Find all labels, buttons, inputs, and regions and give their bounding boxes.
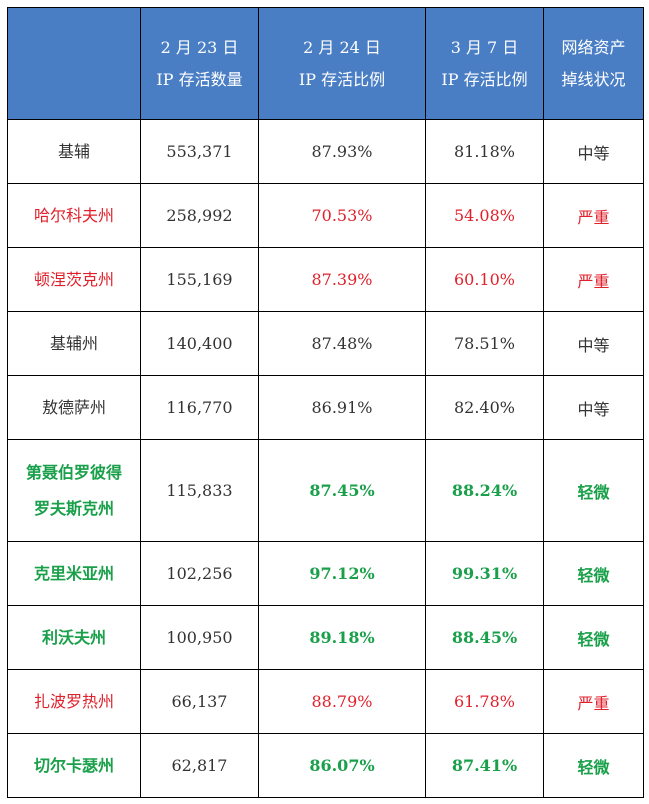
header-feb23-date: 2 月 23 日: [160, 37, 239, 57]
feb24-ratio-cell: 87.48%: [258, 311, 426, 376]
region-name: 克里米亚州: [33, 563, 114, 583]
region-name: 基辅州: [49, 333, 98, 353]
region-name-cell: 克里米亚州: [7, 541, 141, 606]
feb24-ratio-cell: 88.79%: [258, 669, 426, 734]
table-row: 顿涅茨克州 155,169 87.39% 60.10% 严重: [7, 247, 644, 312]
offline-status-cell: 严重: [543, 183, 644, 248]
offline-status-cell: 中等: [543, 311, 644, 376]
mar7-ratio-cell: 88.45%: [425, 605, 544, 670]
table-header: 2 月 23 日 IP 存活数量 2 月 24 日 IP 存活比例 3 月 7 …: [7, 7, 644, 120]
header-feb24-ratio: 2 月 24 日 IP 存活比例: [258, 7, 426, 120]
header-status-line1: 网络资产: [561, 37, 626, 57]
ip-count-cell: 140,400: [140, 311, 259, 376]
feb24-ratio-cell: 87.45%: [258, 439, 426, 542]
feb24-ratio-cell: 89.18%: [258, 605, 426, 670]
region-name: 切尔卡瑟州: [33, 755, 114, 775]
mar7-ratio-cell: 82.40%: [425, 375, 544, 440]
ip-count-cell: 66,137: [140, 669, 259, 734]
region-name-cell: 利沃夫州: [7, 605, 141, 670]
offline-status-cell: 中等: [543, 375, 644, 440]
region-name-cell: 第聂伯罗彼得 罗夫斯克州: [7, 439, 141, 542]
mar7-ratio-cell: 60.10%: [425, 247, 544, 312]
header-feb23-label: IP 存活数量: [156, 69, 243, 89]
region-name: 第聂伯罗彼得: [25, 462, 122, 482]
region-name-cell: 扎波罗热州: [7, 669, 141, 734]
header-feb23-count: 2 月 23 日 IP 存活数量: [140, 7, 259, 120]
feb24-ratio-cell: 86.07%: [258, 733, 426, 798]
feb24-ratio-cell: 86.91%: [258, 375, 426, 440]
feb24-ratio-cell: 70.53%: [258, 183, 426, 248]
region-name-cell: 顿涅茨克州: [7, 247, 141, 312]
region-name-cell: 基辅: [7, 119, 141, 184]
ip-count-cell: 155,169: [140, 247, 259, 312]
mar7-ratio-cell: 88.24%: [425, 439, 544, 542]
header-mar7-label: IP 存活比例: [441, 69, 528, 89]
table-row: 切尔卡瑟州 62,817 86.07% 87.41% 轻微: [7, 733, 644, 798]
mar7-ratio-cell: 78.51%: [425, 311, 544, 376]
table-row: 敖德萨州 116,770 86.91% 82.40% 中等: [7, 375, 644, 440]
offline-status-cell: 轻微: [543, 605, 644, 670]
table-row: 基辅州 140,400 87.48% 78.51% 中等: [7, 311, 644, 376]
ip-survival-table: 2 月 23 日 IP 存活数量 2 月 24 日 IP 存活比例 3 月 7 …: [7, 7, 644, 798]
header-mar7-date: 3 月 7 日: [450, 37, 519, 57]
table-row: 基辅 553,371 87.93% 81.18% 中等: [7, 119, 644, 184]
header-feb24-date: 2 月 24 日: [303, 37, 381, 57]
region-name: 扎波罗热州: [33, 691, 114, 711]
offline-status-cell: 严重: [543, 247, 644, 312]
ip-count-cell: 62,817: [140, 733, 259, 798]
ip-count-cell: 553,371: [140, 119, 259, 184]
mar7-ratio-cell: 54.08%: [425, 183, 544, 248]
offline-status-cell: 轻微: [543, 439, 644, 542]
ip-count-cell: 258,992: [140, 183, 259, 248]
region-name: 哈尔科夫州: [33, 205, 114, 225]
mar7-ratio-cell: 81.18%: [425, 119, 544, 184]
header-mar7-ratio: 3 月 7 日 IP 存活比例: [425, 7, 544, 120]
table-row: 哈尔科夫州 258,992 70.53% 54.08% 严重: [7, 183, 644, 248]
header-offline-status: 网络资产 掉线状况: [543, 7, 644, 120]
table-row: 扎波罗热州 66,137 88.79% 61.78% 严重: [7, 669, 644, 734]
table-row: 第聂伯罗彼得 罗夫斯克州 115,833 87.45% 88.24% 轻微: [7, 439, 644, 542]
region-name-cell: 切尔卡瑟州: [7, 733, 141, 798]
region-name: 基辅: [57, 141, 90, 161]
feb24-ratio-cell: 87.93%: [258, 119, 426, 184]
ip-count-cell: 100,950: [140, 605, 259, 670]
header-feb24-label: IP 存活比例: [298, 69, 386, 89]
table-row: 克里米亚州 102,256 97.12% 99.31% 轻微: [7, 541, 644, 606]
region-name-cell: 敖德萨州: [7, 375, 141, 440]
header-row: 2 月 23 日 IP 存活数量 2 月 24 日 IP 存活比例 3 月 7 …: [7, 7, 644, 120]
table-body: 基辅 553,371 87.93% 81.18% 中等 哈尔科夫州 258,992 70.53…: [7, 119, 644, 798]
offline-status-cell: 中等: [543, 119, 644, 184]
table-row: 利沃夫州 100,950 89.18% 88.45% 轻微: [7, 605, 644, 670]
offline-status-cell: 轻微: [543, 541, 644, 606]
region-name: 罗夫斯克州: [33, 498, 114, 518]
offline-status-cell: 严重: [543, 669, 644, 734]
offline-status-cell: 轻微: [543, 733, 644, 798]
region-name-cell: 基辅州: [7, 311, 141, 376]
region-name-cell: 哈尔科夫州: [7, 183, 141, 248]
mar7-ratio-cell: 99.31%: [425, 541, 544, 606]
ip-count-cell: 116,770: [140, 375, 259, 440]
header-status-line2: 掉线状况: [561, 69, 626, 89]
feb24-ratio-cell: 87.39%: [258, 247, 426, 312]
ip-count-cell: 102,256: [140, 541, 259, 606]
header-corner-cell: [7, 7, 141, 120]
feb24-ratio-cell: 97.12%: [258, 541, 426, 606]
region-name: 敖德萨州: [41, 397, 106, 417]
region-name: 利沃夫州: [41, 627, 106, 647]
ip-count-cell: 115,833: [140, 439, 259, 542]
region-name: 顿涅茨克州: [33, 269, 114, 289]
mar7-ratio-cell: 87.41%: [425, 733, 544, 798]
mar7-ratio-cell: 61.78%: [425, 669, 544, 734]
